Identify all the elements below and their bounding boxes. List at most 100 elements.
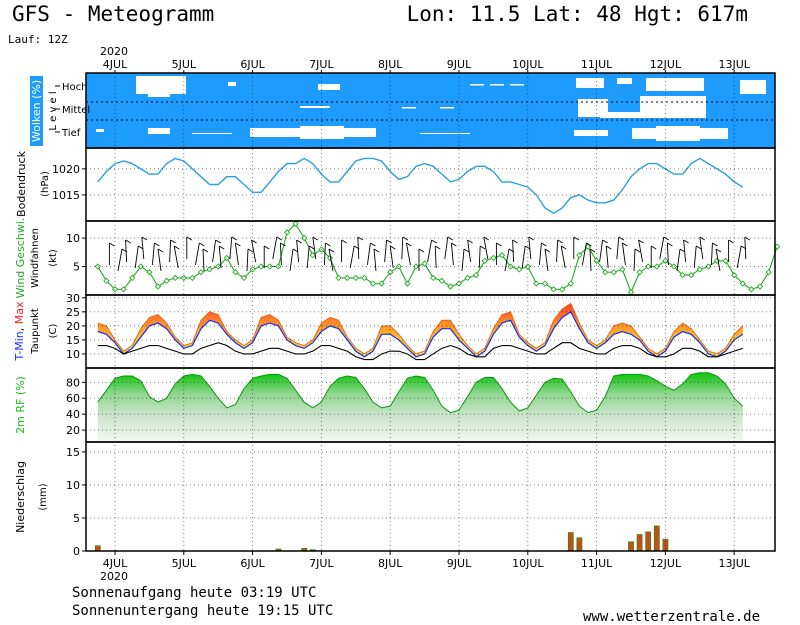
day-label-top: 6JUL bbox=[240, 58, 265, 71]
cloud-clear-patch bbox=[300, 126, 344, 139]
website-link[interactable]: www.wetterzentrale.de bbox=[583, 609, 761, 625]
wind-barb-flag bbox=[202, 248, 209, 253]
precipitation-tick-label: 15 bbox=[66, 446, 80, 459]
cloud-clear-patch bbox=[300, 106, 330, 108]
wind-barb bbox=[633, 248, 636, 272]
day-label-bottom: 11JUL bbox=[581, 557, 613, 570]
wind-barb bbox=[296, 239, 300, 263]
wind-speed-line bbox=[97, 222, 778, 294]
wind-barb-flag bbox=[638, 239, 644, 244]
cloud-clear-patch bbox=[574, 130, 608, 136]
wind-barb bbox=[666, 242, 669, 266]
wind-speed-marker bbox=[593, 257, 600, 264]
temperature-tick-label: 15 bbox=[66, 334, 80, 347]
cloud-clear-patch bbox=[470, 84, 484, 86]
wind-barb bbox=[312, 236, 317, 260]
wind-speed-marker bbox=[636, 269, 643, 276]
wind-speed-marker bbox=[197, 269, 205, 276]
cloud-clear-patch bbox=[646, 78, 704, 91]
precip-bar bbox=[567, 532, 574, 552]
wind-barb-flag bbox=[296, 239, 302, 244]
wind-barb-flag bbox=[312, 236, 319, 241]
wind-speed-marker bbox=[103, 277, 110, 284]
wind-barb-flag bbox=[173, 245, 180, 250]
day-label-bottom: 10JUL bbox=[512, 557, 544, 570]
cloud-clear-patch bbox=[617, 78, 632, 84]
wind-barb-flag bbox=[544, 248, 551, 253]
pressure-axis-title: Bodendruck bbox=[15, 150, 28, 217]
wind-barb bbox=[389, 245, 394, 269]
day-label-bottom: 4JUL bbox=[103, 557, 128, 570]
wind-speed-marker bbox=[421, 260, 428, 267]
wind-barb bbox=[621, 242, 626, 266]
wind-barb bbox=[715, 248, 721, 272]
wind-speed-marker bbox=[498, 252, 506, 259]
temperature-axis-title: T-Min, Max bbox=[13, 301, 26, 361]
wind-speed-marker bbox=[94, 263, 101, 270]
tmin-line bbox=[97, 310, 744, 358]
location-info: Lon: 11.5 Lat: 48 Hgt: 617m bbox=[406, 2, 748, 26]
wind-barb bbox=[528, 236, 532, 260]
wind-barb bbox=[710, 242, 713, 266]
wind-barb bbox=[736, 245, 742, 269]
wind-barb bbox=[202, 248, 205, 272]
precipitation-frame bbox=[85, 441, 776, 552]
day-label-bottom: 6JUL bbox=[240, 557, 265, 570]
wind-barb bbox=[323, 242, 326, 266]
pressure-tick-label: 1020 bbox=[52, 163, 80, 176]
wind-speed-marker bbox=[240, 274, 248, 282]
cloud-clear-patch bbox=[228, 82, 236, 86]
wind-barb bbox=[306, 245, 310, 269]
cloud-clear-patch bbox=[740, 80, 766, 94]
wind-barb-flag bbox=[141, 236, 148, 241]
wind-barb-flag bbox=[235, 242, 241, 247]
wind-barb bbox=[538, 242, 542, 266]
humidity-axis-title: 2m RF (%) bbox=[14, 376, 27, 434]
wind-speed-marker bbox=[206, 266, 213, 273]
wind-speed-marker bbox=[653, 263, 660, 270]
day-label-bottom: 5JUL bbox=[172, 557, 197, 570]
wind-barb bbox=[483, 236, 489, 260]
wind-tick-label: 10 bbox=[66, 232, 80, 245]
day-label-top: 9JUL bbox=[447, 58, 472, 71]
wind-barb-flag bbox=[373, 248, 380, 253]
wind-barb bbox=[605, 245, 609, 269]
wind-speed-marker bbox=[266, 263, 273, 270]
wind-barb-flag bbox=[744, 236, 751, 241]
wind-barb-flag bbox=[199, 242, 205, 247]
precip-bar bbox=[636, 534, 643, 552]
wind-barb-flag bbox=[496, 242, 502, 247]
wind-speed-marker bbox=[283, 229, 291, 236]
wind-barb-flag bbox=[634, 248, 641, 253]
cloud-clear-patch bbox=[318, 84, 340, 90]
wind-barb bbox=[683, 239, 687, 263]
model-run: Lauf: 12Z bbox=[8, 33, 68, 46]
wind-barb bbox=[589, 248, 592, 272]
precip-bar bbox=[628, 541, 634, 552]
pressure-unit: (hPa) bbox=[40, 171, 51, 197]
wind-barb bbox=[521, 245, 526, 269]
humidity-tick-label: 60 bbox=[66, 392, 80, 405]
wind-barb-flag bbox=[325, 242, 331, 247]
wind-barb-flag bbox=[557, 239, 563, 244]
day-label-top: 5JUL bbox=[172, 58, 197, 71]
svg-text:(kt): (kt) bbox=[48, 249, 59, 267]
wind-barb-flag bbox=[386, 239, 392, 244]
wind-barb-flag bbox=[263, 245, 270, 250]
precipitation-tick-label: 0 bbox=[73, 545, 80, 558]
wind-axis-title: Wind Geschwi. bbox=[14, 218, 27, 299]
precip-bar bbox=[645, 531, 652, 552]
cloud-clear-patch bbox=[640, 96, 706, 118]
wind-barb-flag bbox=[251, 239, 257, 244]
wind-barb bbox=[373, 248, 377, 272]
cloud-axis-title: Wolken (%) bbox=[30, 76, 43, 146]
wind-speed-marker bbox=[619, 266, 626, 273]
wind-speed-marker bbox=[335, 274, 342, 282]
temperature-tick-label: 30 bbox=[66, 292, 80, 305]
wind-speed-marker bbox=[404, 280, 411, 287]
pressure-tick-label: 1015 bbox=[52, 189, 80, 202]
svg-text:L e v e l: L e v e l bbox=[48, 91, 59, 130]
wind-barb-flag bbox=[541, 242, 547, 247]
cloud-clear-patch bbox=[510, 84, 524, 86]
wind-barb-flag bbox=[186, 236, 193, 241]
